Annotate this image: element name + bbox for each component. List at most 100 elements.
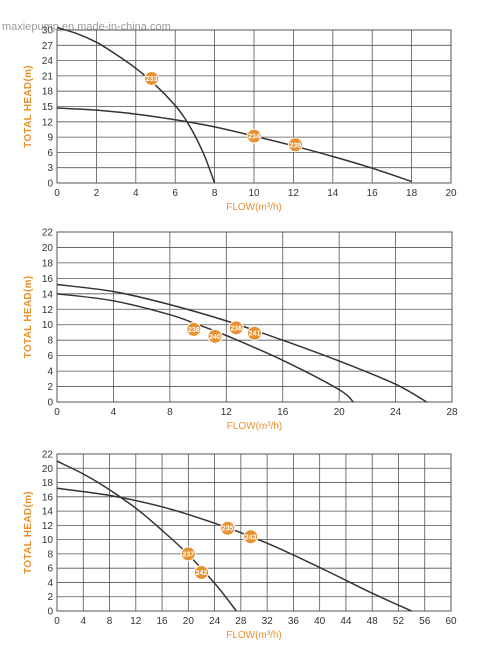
y-tick-label: 24 <box>42 56 54 67</box>
marker-dot <box>287 137 303 153</box>
marker-dot <box>220 520 236 536</box>
y-axis-label: TOTAL HEAD(m) <box>23 276 34 359</box>
marker-dot <box>186 321 202 337</box>
x-tick-label: 24 <box>390 407 402 418</box>
y-tick-label: 8 <box>47 336 53 347</box>
y-tick-label: 15 <box>42 102 54 113</box>
x-tick-label: 8 <box>167 407 173 418</box>
model-marker-237: 237 <box>180 546 196 562</box>
x-tick-label: 0 <box>54 407 60 418</box>
y-tick-label: 2 <box>47 382 53 393</box>
x-tick-label: 14 <box>327 188 339 199</box>
pump-curve-1 <box>56 26 216 184</box>
x-tick-label: 60 <box>445 616 457 627</box>
model-marker-234: 234 <box>246 128 262 144</box>
x-tick-label: 40 <box>314 616 326 627</box>
x-tick-label: 20 <box>445 188 457 199</box>
x-axis-label: FLOW(m³/h) <box>226 630 282 641</box>
y-tick-label: 0 <box>47 398 53 409</box>
x-tick-label: 4 <box>133 188 139 199</box>
model-marker-233: 233 <box>144 70 160 86</box>
marker-dot <box>247 325 262 341</box>
marker-dot <box>246 128 262 144</box>
marker-dot <box>144 70 160 86</box>
grid <box>56 231 453 403</box>
y-tick-label: 30 <box>42 26 54 37</box>
marker-dot <box>228 320 244 336</box>
marker-label: 240 <box>209 334 221 341</box>
x-tick-label: 28 <box>235 616 247 627</box>
x-tick-label: 8 <box>212 188 218 199</box>
x-tick-label: 10 <box>248 188 260 199</box>
x-tick-label: 32 <box>262 616 274 627</box>
pump-curve-2 <box>56 107 412 183</box>
marker-label: 241 <box>249 331 261 338</box>
x-tick-label: 6 <box>172 188 178 199</box>
watermark-text: maxiepump.en.made-in-china.com <box>2 21 171 33</box>
y-tick-label: 12 <box>42 305 54 316</box>
y-tick-label: 6 <box>47 148 53 159</box>
y-tick-label: 14 <box>42 507 54 518</box>
x-tick-label: 16 <box>367 188 379 199</box>
y-tick-label: 6 <box>47 351 53 362</box>
y-tick-label: 0 <box>47 607 53 618</box>
y-axis-label: TOTAL HEAD(m) <box>23 491 34 574</box>
y-tick-label: 10 <box>42 320 54 331</box>
x-tick-label: 12 <box>288 188 300 199</box>
y-tick-label: 8 <box>47 549 53 560</box>
model-marker-243: 243 <box>243 529 259 545</box>
x-tick-label: 20 <box>183 616 195 627</box>
y-tick-label: 22 <box>42 450 54 461</box>
x-tick-label: 20 <box>334 407 346 418</box>
marker-label: 238 <box>188 327 200 334</box>
model-marker-240: 240 <box>207 328 223 344</box>
marker-dot <box>207 328 223 344</box>
y-tick-label: 4 <box>47 367 53 378</box>
y-tick-label: 18 <box>42 258 54 269</box>
x-tick-label: 24 <box>209 616 221 627</box>
plot-frame <box>56 231 453 403</box>
y-tick-label: 16 <box>42 274 54 285</box>
x-tick-label: 12 <box>130 616 142 627</box>
y-tick-label: 18 <box>42 87 54 98</box>
pump-curve-1 <box>56 293 354 403</box>
y-tick-label: 21 <box>42 71 54 82</box>
x-tick-label: 12 <box>221 407 233 418</box>
x-axis-label: FLOW(m³/h) <box>226 202 282 213</box>
marker-label: 234 <box>248 134 260 141</box>
grid <box>56 29 452 184</box>
x-tick-label: 18 <box>406 188 418 199</box>
x-tick-label: 36 <box>288 616 300 627</box>
x-tick-label: 56 <box>419 616 431 627</box>
y-tick-label: 12 <box>42 117 54 128</box>
y-tick-label: 27 <box>42 41 54 52</box>
y-tick-label: 20 <box>42 464 54 475</box>
x-tick-label: 28 <box>446 407 458 418</box>
y-tick-label: 14 <box>42 289 54 300</box>
pump-curve-1 <box>56 460 237 612</box>
x-tick-label: 8 <box>107 616 113 627</box>
y-tick-label: 22 <box>42 228 54 239</box>
x-tick-label: 4 <box>111 407 117 418</box>
marker-dot <box>180 546 196 562</box>
grid <box>56 453 452 612</box>
marker-dot <box>243 529 259 545</box>
y-tick-label: 2 <box>47 592 53 603</box>
y-tick-label: 16 <box>42 492 54 503</box>
y-tick-label: 10 <box>42 535 54 546</box>
marker-dot <box>193 564 209 580</box>
y-tick-label: 6 <box>47 564 53 575</box>
model-marker-239: 239 <box>287 137 303 153</box>
plot-frame <box>56 453 452 612</box>
marker-label: 243 <box>245 534 257 541</box>
y-tick-label: 0 <box>47 179 53 190</box>
x-tick-label: 48 <box>367 616 379 627</box>
model-marker-236: 236 <box>228 320 244 336</box>
model-marker-242: 242 <box>193 564 209 580</box>
x-axis-label: FLOW(m³/h) <box>227 421 283 432</box>
x-tick-label: 0 <box>54 616 60 627</box>
y-tick-label: 20 <box>42 243 54 254</box>
